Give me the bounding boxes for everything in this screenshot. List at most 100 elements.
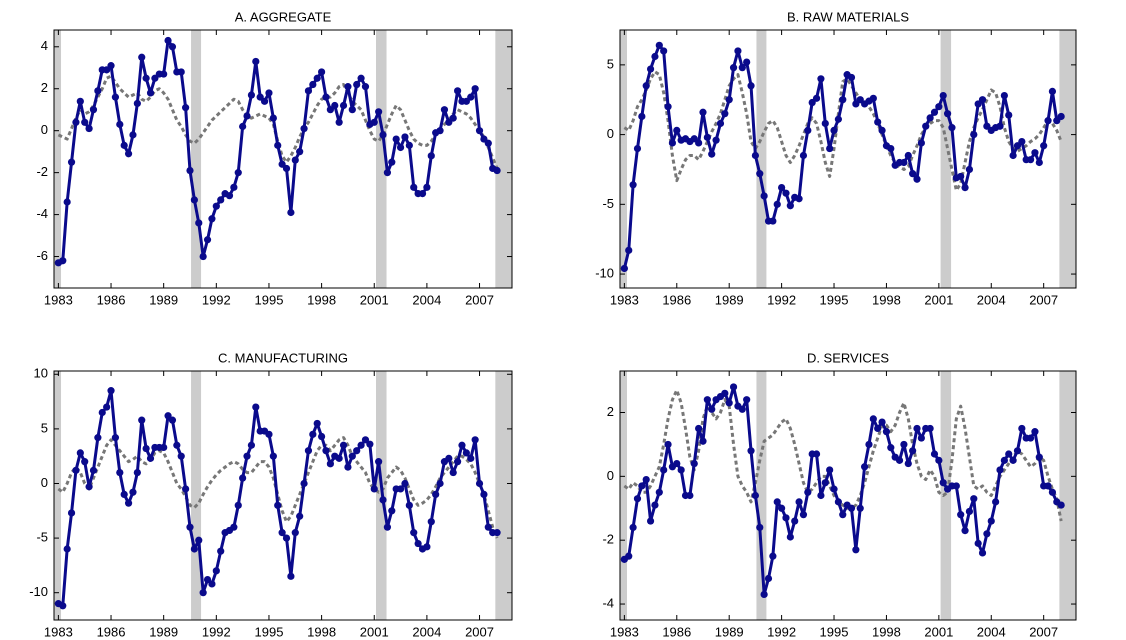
series-line [57, 38, 498, 265]
y-tick-label: -4 [602, 595, 614, 610]
data-point [440, 106, 449, 114]
data-point [764, 574, 773, 583]
x-tick-label: 1986 [97, 624, 126, 639]
x-tick-label: 1989 [715, 624, 744, 639]
data-point [208, 215, 216, 223]
data-point [642, 475, 650, 484]
data-point [847, 73, 856, 82]
data-point [322, 93, 330, 101]
data-point [107, 62, 115, 70]
series-line [623, 388, 1063, 522]
data-point [247, 441, 256, 449]
data-point [769, 552, 777, 560]
data-point [480, 490, 488, 499]
data-point [467, 454, 475, 462]
data-point [462, 449, 470, 457]
data-point [939, 91, 947, 100]
data-point [1048, 87, 1057, 95]
data-point [869, 415, 877, 423]
data-point [217, 547, 225, 555]
data-point [471, 85, 479, 93]
y-tick-label: -2 [602, 532, 614, 547]
data-point [230, 183, 238, 191]
x-tick-label: 1995 [820, 292, 849, 307]
data-point [116, 120, 124, 128]
data-point [651, 501, 659, 509]
data-point [948, 124, 956, 132]
data-point [414, 539, 422, 548]
series-line [623, 385, 1063, 596]
x-tick-label: 1992 [767, 292, 796, 307]
data-point [287, 572, 295, 580]
data-point [965, 507, 974, 516]
data-point [423, 543, 431, 551]
data-point [909, 447, 917, 455]
data-point [638, 482, 646, 490]
data-point [133, 468, 141, 477]
recession-band [495, 30, 512, 288]
data-point [234, 169, 242, 177]
x-tick-label: 1995 [255, 292, 284, 307]
data-point [839, 511, 847, 519]
data-point [660, 466, 668, 474]
data-point [747, 82, 755, 90]
data-point [85, 483, 93, 491]
data-point [935, 103, 943, 111]
data-point [353, 80, 361, 89]
data-point [913, 175, 921, 183]
data-point [847, 504, 856, 512]
data-point [830, 126, 838, 135]
data-point [708, 150, 716, 158]
data-point [664, 103, 672, 111]
data-point [160, 70, 168, 78]
data-point [917, 434, 925, 442]
data-point [94, 87, 102, 95]
data-point [361, 83, 370, 91]
y-tick-label: 0 [607, 126, 614, 141]
data-point [454, 87, 462, 95]
data-point [799, 511, 808, 519]
data-point [67, 509, 76, 517]
data-point [212, 567, 220, 575]
data-point [673, 459, 681, 468]
data-point [725, 399, 733, 407]
x-tick-label: 2004 [412, 624, 441, 639]
data-point [72, 118, 80, 126]
data-point [922, 122, 930, 130]
recession-band [1059, 371, 1076, 620]
data-point [142, 74, 150, 82]
x-tick-label: 1992 [202, 624, 231, 639]
data-point [208, 580, 216, 588]
data-point [1000, 91, 1008, 100]
data-point [992, 498, 1000, 506]
data-point [760, 192, 768, 200]
data-point [475, 479, 484, 488]
data-point [1057, 112, 1065, 121]
data-point [974, 539, 982, 547]
x-tick-label: 2001 [924, 624, 953, 639]
x-tick-label: 2004 [412, 292, 441, 307]
data-point [344, 83, 352, 91]
data-point [642, 82, 650, 90]
plot-frame [619, 29, 1077, 289]
data-point [296, 148, 304, 156]
data-point [383, 169, 392, 177]
data-point [203, 575, 212, 584]
data-point [895, 456, 904, 464]
y-tick-label: 2 [607, 404, 614, 419]
data-point [782, 189, 790, 197]
series-line [57, 389, 498, 608]
data-point [230, 523, 238, 531]
data-point [116, 468, 124, 477]
data-point [869, 94, 877, 102]
data-point [625, 246, 633, 254]
data-point [712, 136, 720, 144]
data-point [983, 530, 991, 538]
data-point [120, 141, 128, 149]
data-point [909, 170, 917, 178]
data-point [445, 454, 453, 462]
data-point [63, 198, 71, 206]
x-tick-label: 2001 [360, 624, 389, 639]
recession-band [940, 371, 952, 620]
